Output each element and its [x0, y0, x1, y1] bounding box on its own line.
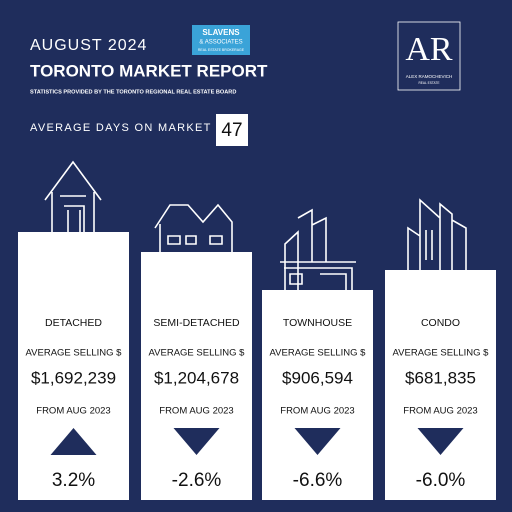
- days-box: [216, 114, 248, 146]
- price-label: AVERAGE SELLING $: [270, 348, 367, 359]
- price: $1,204,678: [154, 368, 239, 387]
- card-name: DETACHED: [45, 317, 102, 329]
- days-label: AVERAGE DAYS ON MARKET: [30, 122, 212, 134]
- card: [385, 270, 496, 500]
- card-name: TOWNHOUSE: [283, 317, 352, 329]
- trend-arrow: [294, 428, 341, 455]
- card-name: SEMI-DETACHED: [153, 317, 240, 329]
- price-label: AVERAGE SELLING $: [26, 348, 123, 359]
- subtitle: STATISTICS PROVIDED BY THE TORONTO REGIO…: [30, 89, 236, 95]
- brokerage-tagline: REAL ESTATE BROKERAGE: [198, 48, 245, 52]
- trend-arrow: [173, 428, 220, 455]
- card-name: CONDO: [421, 317, 460, 329]
- agent-monogram: AR: [405, 31, 453, 68]
- price-label: AVERAGE SELLING $: [149, 348, 246, 359]
- change: -2.6%: [172, 470, 222, 491]
- agent-name: ALEX RAMOCHEVICH: [406, 74, 453, 79]
- change: 3.2%: [52, 470, 95, 491]
- price: $906,594: [282, 368, 353, 387]
- card: [262, 290, 373, 500]
- agent-tagline: REAL ESTATE: [418, 81, 439, 85]
- cards: DETACHED AVERAGE SELLING $ $1,692,239 FROM …: [18, 232, 496, 500]
- brokerage-logo: [192, 25, 250, 55]
- trend-arrow: [50, 428, 97, 455]
- trend-arrow: [417, 428, 464, 455]
- period: FROM AUG 2023: [159, 406, 233, 417]
- change: -6.0%: [416, 470, 466, 491]
- price: $1,692,239: [31, 368, 116, 387]
- house-icons: [44, 160, 467, 290]
- brokerage-name: SLAVENS: [202, 28, 240, 37]
- price: $681,835: [405, 368, 476, 387]
- days-value: 47: [221, 120, 242, 141]
- change: -6.6%: [293, 470, 343, 491]
- card: [18, 232, 129, 500]
- card: [141, 252, 252, 500]
- period: FROM AUG 2023: [403, 406, 477, 417]
- month: AUGUST 2024: [30, 37, 147, 54]
- price-label: AVERAGE SELLING $: [393, 348, 490, 359]
- period: FROM AUG 2023: [280, 406, 354, 417]
- period: FROM AUG 2023: [36, 406, 110, 417]
- title: TORONTO MARKET REPORT: [30, 61, 268, 80]
- brokerage-name2: & ASSOCIATES: [199, 40, 242, 46]
- agent-logo: [397, 21, 461, 91]
